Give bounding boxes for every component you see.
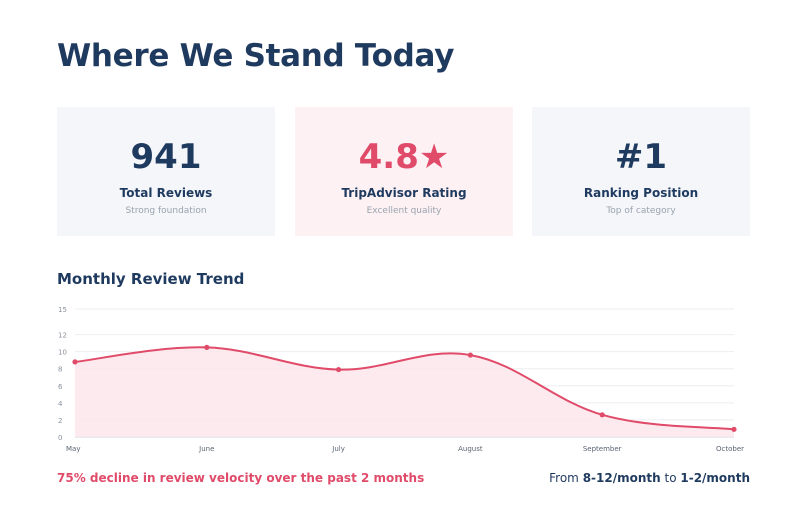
data-point (72, 359, 78, 365)
stat-subtitle: Excellent quality (366, 206, 442, 216)
stat-card-total-reviews: 941 Total Reviews Strong foundation (57, 107, 275, 236)
x-tick-label: June (198, 445, 214, 453)
y-tick-label: 4 (58, 400, 63, 408)
y-tick-label: 10 (58, 349, 67, 357)
rate-mid: to (660, 471, 681, 485)
stat-subtitle: Strong foundation (125, 206, 207, 216)
y-tick-label: 6 (58, 383, 63, 391)
data-point (467, 352, 473, 358)
y-tick-label: 0 (58, 434, 62, 442)
data-point (204, 344, 210, 350)
stat-value: 4.8★ (358, 137, 450, 177)
x-tick-label: July (331, 445, 345, 453)
stat-value: 941 (130, 137, 202, 177)
y-tick-label: 12 (58, 332, 67, 340)
stat-label: Ranking Position (583, 186, 699, 200)
decline-note: 75% decline in review velocity over the … (57, 471, 425, 485)
monthly-review-trend-chart: 0 2 4 6 8 10 12 15 May June July August September Oct… (58, 306, 744, 453)
data-point (336, 366, 342, 373)
data-point (599, 412, 605, 418)
x-tick-label: September (583, 445, 622, 453)
stat-subtitle: Top of category (606, 206, 676, 216)
x-tick-label: May (66, 445, 80, 453)
stat-label: Total Reviews (119, 186, 213, 200)
y-tick-label: 2 (58, 417, 62, 425)
rate-change-note: From 8-12/month to 1-2/month (549, 471, 750, 485)
x-tick-label: October (716, 445, 744, 453)
stat-value: #1 (614, 137, 668, 177)
series-area (75, 347, 734, 437)
x-tick-label: August (458, 445, 483, 453)
data-point (731, 426, 737, 432)
y-tick-label: 8 (58, 366, 62, 374)
y-tick-label: 15 (58, 306, 67, 314)
rate-from: 8-12/month (582, 471, 661, 485)
stat-card-ranking: #1 Ranking Position Top of category (532, 107, 750, 236)
rate-to: 1-2/month (680, 471, 750, 485)
stat-label: TripAdvisor Rating (341, 186, 467, 200)
rate-prefix: From (549, 471, 583, 485)
series-line (74, 346, 735, 431)
chart-title: Monthly Review Trend (57, 270, 245, 288)
page-title: Where We Stand Today (57, 38, 455, 74)
stat-card-rating: 4.8★ TripAdvisor Rating Excellent qualit… (295, 107, 513, 236)
